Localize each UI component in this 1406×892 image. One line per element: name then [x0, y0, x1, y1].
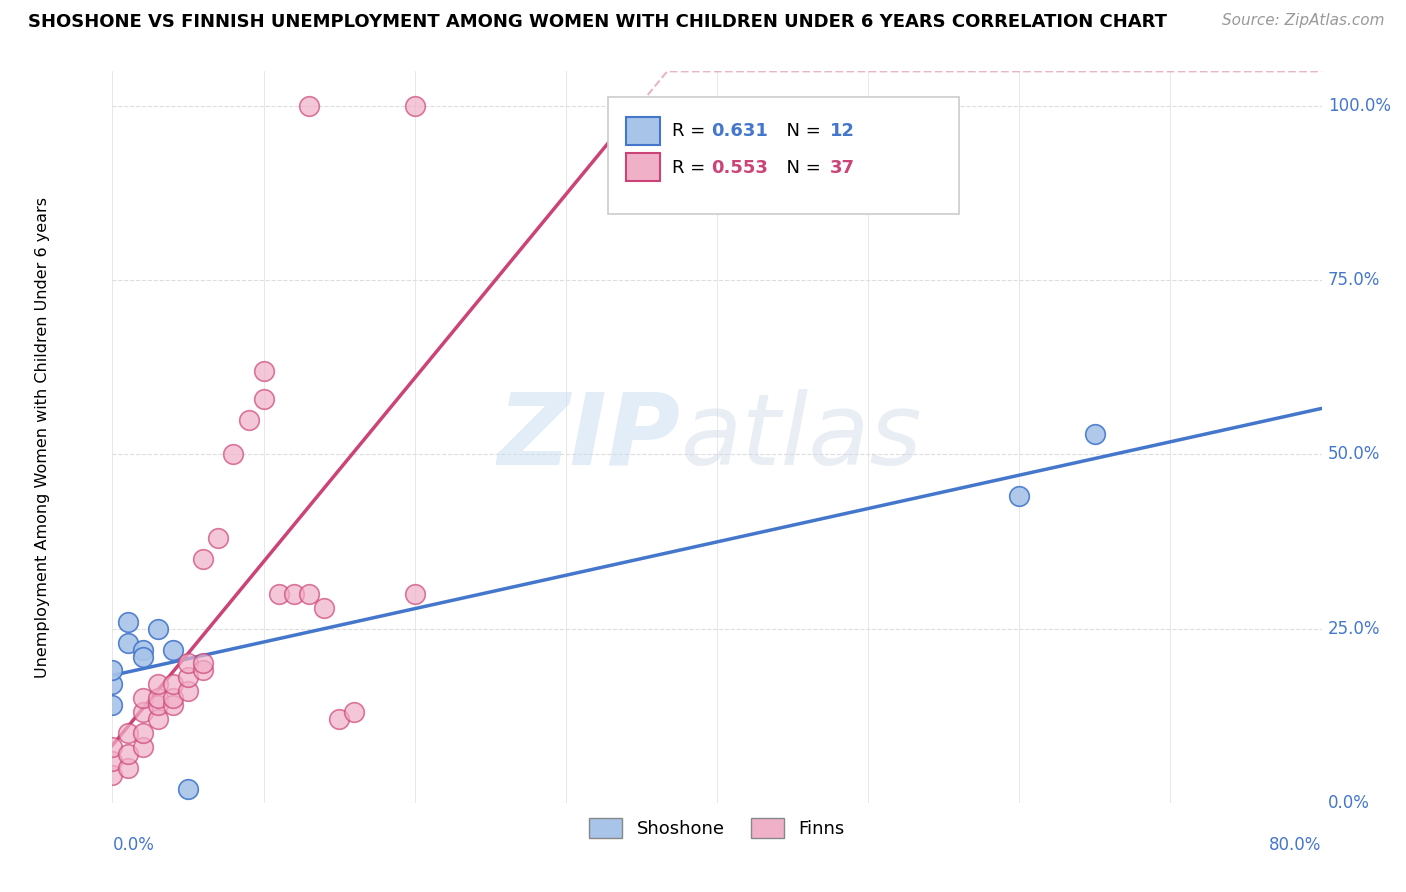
- Point: [162, 698, 184, 713]
- Point: [298, 99, 321, 113]
- Text: N =: N =: [775, 122, 827, 140]
- Text: 0.553: 0.553: [711, 159, 768, 177]
- Text: R =: R =: [672, 159, 711, 177]
- FancyBboxPatch shape: [626, 117, 661, 145]
- Point: [222, 448, 245, 462]
- Point: [328, 712, 350, 726]
- Text: 80.0%: 80.0%: [1270, 836, 1322, 854]
- Point: [343, 705, 366, 719]
- Text: atlas: atlas: [681, 389, 922, 485]
- Point: [132, 740, 155, 755]
- Point: [314, 600, 336, 615]
- Point: [298, 587, 321, 601]
- Legend: Shoshone, Finns: Shoshone, Finns: [582, 811, 852, 845]
- Point: [177, 657, 200, 671]
- Text: 100.0%: 100.0%: [1327, 97, 1391, 115]
- Point: [267, 587, 290, 601]
- Point: [132, 649, 155, 664]
- Point: [101, 754, 124, 768]
- Text: Source: ZipAtlas.com: Source: ZipAtlas.com: [1222, 13, 1385, 29]
- Text: 0.0%: 0.0%: [112, 836, 155, 854]
- Point: [146, 691, 169, 706]
- Point: [101, 740, 124, 755]
- Point: [132, 642, 155, 657]
- Text: 37: 37: [830, 159, 855, 177]
- Point: [191, 552, 214, 566]
- Point: [283, 587, 305, 601]
- Point: [162, 677, 184, 691]
- Point: [101, 698, 124, 713]
- FancyBboxPatch shape: [626, 153, 661, 181]
- Point: [117, 726, 139, 740]
- Point: [177, 781, 200, 796]
- Text: 25.0%: 25.0%: [1327, 620, 1381, 638]
- Point: [132, 705, 155, 719]
- Point: [191, 657, 214, 671]
- Point: [117, 615, 139, 629]
- Point: [1008, 489, 1031, 503]
- Point: [1084, 426, 1107, 441]
- Text: SHOSHONE VS FINNISH UNEMPLOYMENT AMONG WOMEN WITH CHILDREN UNDER 6 YEARS CORRELA: SHOSHONE VS FINNISH UNEMPLOYMENT AMONG W…: [28, 13, 1167, 31]
- Point: [146, 622, 169, 636]
- Point: [253, 392, 276, 406]
- Point: [238, 412, 260, 426]
- FancyBboxPatch shape: [609, 97, 959, 214]
- Point: [207, 531, 229, 545]
- Text: 50.0%: 50.0%: [1327, 445, 1381, 464]
- Point: [177, 670, 200, 684]
- Point: [117, 747, 139, 761]
- Point: [191, 664, 214, 678]
- Text: 0.631: 0.631: [711, 122, 768, 140]
- Point: [146, 677, 169, 691]
- Point: [162, 642, 184, 657]
- Text: ZIP: ZIP: [498, 389, 681, 485]
- Point: [132, 691, 155, 706]
- Point: [117, 761, 139, 775]
- Text: Unemployment Among Women with Children Under 6 years: Unemployment Among Women with Children U…: [35, 196, 49, 678]
- Point: [404, 587, 426, 601]
- Text: 0.0%: 0.0%: [1327, 794, 1369, 812]
- Text: 12: 12: [830, 122, 855, 140]
- Text: 75.0%: 75.0%: [1327, 271, 1381, 289]
- Point: [253, 364, 276, 378]
- Point: [132, 726, 155, 740]
- Point: [101, 768, 124, 782]
- Point: [101, 664, 124, 678]
- Point: [404, 99, 426, 113]
- Point: [117, 635, 139, 649]
- Text: R =: R =: [672, 122, 711, 140]
- Point: [146, 698, 169, 713]
- Text: N =: N =: [775, 159, 827, 177]
- Point: [101, 677, 124, 691]
- Point: [177, 684, 200, 698]
- Point: [146, 712, 169, 726]
- Point: [162, 691, 184, 706]
